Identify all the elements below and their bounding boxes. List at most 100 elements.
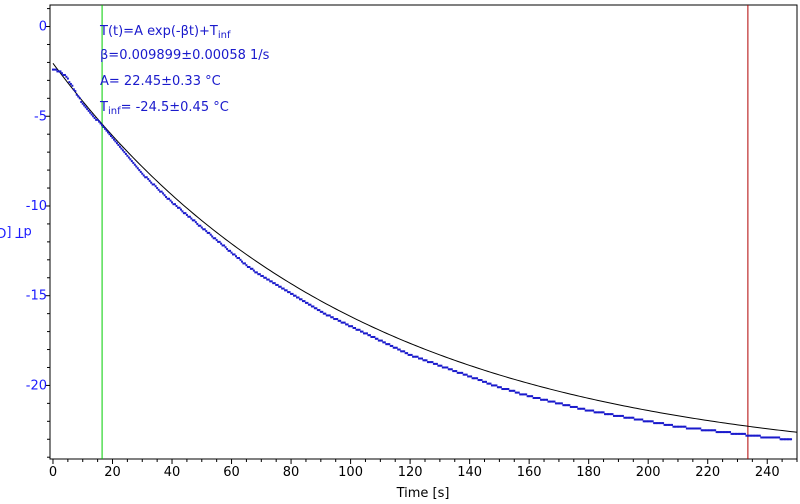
data-point [191,219,194,222]
data-point [290,292,293,295]
data-point [199,224,202,227]
data-point [423,359,426,362]
data-point [309,303,312,306]
fit-curve [52,63,798,433]
data-point [185,213,188,216]
data-point [154,185,157,188]
data-point [648,420,651,423]
data-point [450,368,453,371]
data-point [492,384,495,387]
data-point [769,436,772,439]
data-point [737,432,740,435]
data-point [101,124,104,127]
data-point [581,407,584,410]
data-point [624,416,627,419]
data-point [784,438,787,441]
data-point [409,353,412,356]
data-point [577,407,580,410]
data-point [310,305,313,308]
data-point [328,314,331,317]
data-point [748,434,751,437]
data-point [418,357,421,360]
data-point [679,425,682,428]
data-point [419,357,422,360]
data-point [81,102,84,105]
data-point [69,82,72,85]
data-point [422,359,425,362]
data-point [148,179,151,182]
data-point [266,278,269,281]
data-point [449,368,452,371]
data-point [342,321,345,324]
data-point [132,161,135,164]
data-point [641,418,644,421]
data-point [546,398,549,401]
data-point [626,416,629,419]
data-point [519,393,522,396]
data-point [333,318,336,321]
data-point [455,370,458,373]
data-point [272,282,275,285]
data-point [657,422,660,425]
data-point [520,393,523,396]
data-point [240,260,243,263]
data-point [715,431,718,434]
data-point [477,379,480,382]
data-point [141,172,144,175]
data-point [287,291,290,294]
x-tick-label: 200 [636,465,661,480]
data-point [729,431,732,434]
data-point [400,350,403,353]
data-point [166,197,169,200]
data-point [301,300,304,303]
data-point [434,362,437,365]
data-point [267,278,270,281]
data-point [334,318,337,321]
data-point [452,370,455,373]
data-point [410,353,413,356]
data-point [246,265,249,268]
data-point [144,176,147,179]
data-point [153,183,156,186]
data-point [53,68,56,71]
data-point [407,353,410,356]
data-point [517,391,520,394]
data-point [229,249,232,252]
data-point [362,332,365,335]
formula-text: T(t)=A exp(-βt)+Tinf [99,24,231,41]
data-point [206,231,209,234]
data-point [66,77,69,80]
data-point [462,373,465,376]
data-point [557,402,560,405]
data-point [316,309,319,312]
data-point [752,434,755,437]
data-point [331,316,334,319]
data-point [461,371,464,374]
data-point [383,341,386,344]
data-point [429,361,432,364]
data-point [74,90,77,93]
data-point [446,366,449,369]
data-point [529,395,532,398]
data-point [666,423,669,426]
data-point [102,126,105,129]
data-point [740,432,743,435]
data-point [339,319,342,322]
data-point [473,377,476,380]
data-point [778,436,781,439]
x-axis-ticks: 0 20 40 60 80 100 120 140 160 180 200 220 240 [49,459,798,480]
data-point [609,413,612,416]
data-point [510,389,513,392]
data-point [467,375,470,378]
data-point [205,230,208,233]
data-point [56,70,59,73]
x-tick-label: 180 [576,465,601,480]
data-point [142,174,145,177]
data-point [300,298,303,301]
data-point [587,409,590,412]
data-point [682,425,685,428]
data-point [382,341,385,344]
data-point [188,215,191,218]
data-point [194,221,197,224]
data-point [653,422,656,425]
